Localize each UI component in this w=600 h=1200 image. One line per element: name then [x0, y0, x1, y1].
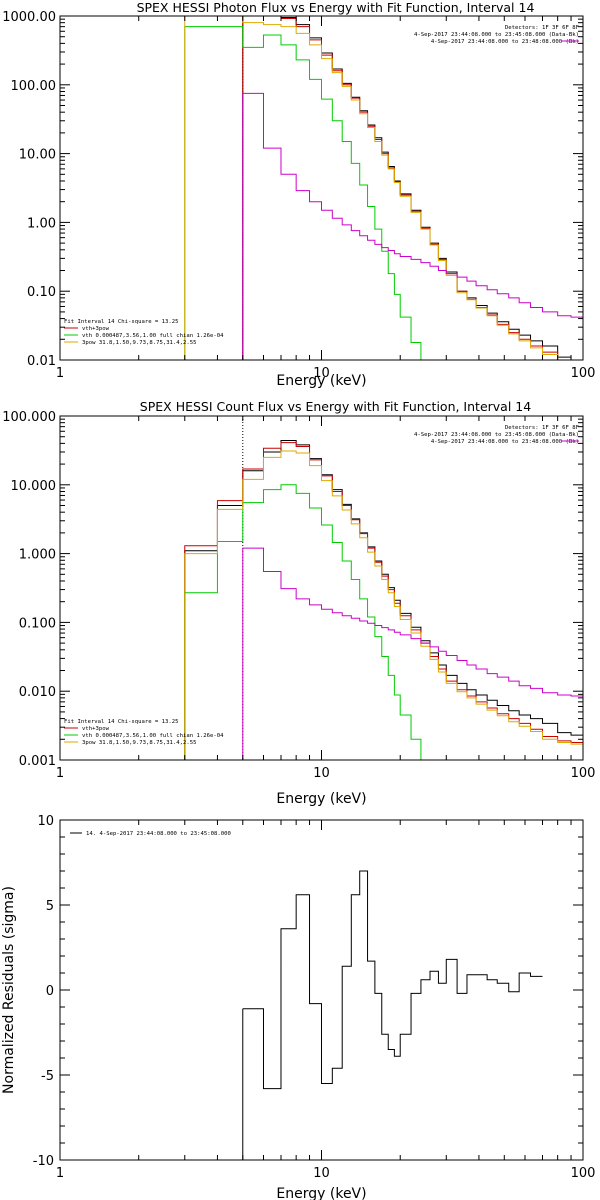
series-line-3pow	[184, 450, 583, 760]
x-axis-label: Energy (keV)	[276, 791, 366, 807]
info-line: Detectors: 1F 3F 6F 8F	[505, 25, 580, 31]
series-line-data-bk	[184, 440, 583, 760]
info-line: 4-Sep-2017 23:44:08.000 to 23:45:08.000 …	[414, 32, 579, 38]
y-axis-label: Normalized Residuals (sigma)	[1, 886, 17, 1094]
series-line-vth-3pow	[242, 16, 583, 360]
y-tick-label: 10.000	[11, 479, 57, 494]
series-line-vth	[184, 484, 422, 760]
info-line: 4-Sep-2017 23:44:08.000 to 23:45:08.000 …	[414, 432, 579, 438]
series-group	[184, 16, 583, 360]
series-line-3pow	[184, 16, 583, 360]
legend-text: 3pow 31.8,1.50,9.73,8.75,31.4,2.55	[82, 740, 197, 746]
info-line: 4-Sep-2017 23:44:08.000 to 23:48:08.000 …	[431, 439, 579, 445]
series-line-14	[242, 870, 543, 1090]
x-tick-label: 1	[56, 766, 64, 781]
y-tick-label: 0.100	[19, 616, 56, 631]
series-line-bk	[242, 547, 583, 760]
x-tick-label: 1	[56, 1166, 64, 1181]
y-tick-label: 0.010	[19, 685, 56, 700]
y-tick-label: 0.001	[19, 754, 56, 769]
legend-text: vth+3pow	[82, 326, 110, 332]
y-tick-label: 1.000	[19, 548, 56, 563]
chart-title: SPEX HESSI Photon Flux vs Energy with Fi…	[137, 0, 535, 15]
x-tick-label: 100	[571, 766, 596, 781]
y-tick-label: -5	[41, 1069, 54, 1084]
series-line-vth-3pow	[184, 442, 583, 760]
series-group	[242, 870, 543, 1090]
chart-panel-1: SPEX HESSI Photon Flux vs Energy with Fi…	[2, 0, 595, 389]
y-tick-label: 0.10	[27, 285, 56, 300]
y-tick-label: 1000.00	[2, 10, 56, 25]
legend-text: Fit Interval 14 Chi-square = 13.25	[64, 319, 179, 325]
y-tick-label: 10	[37, 814, 54, 829]
legend-text: vth+3pow	[82, 726, 110, 732]
axes-frame	[59, 15, 584, 361]
x-axis-label: Energy (keV)	[276, 373, 366, 389]
axes-frame	[59, 819, 584, 1161]
series-line-vth	[184, 26, 422, 360]
x-tick-label: 1	[56, 366, 64, 381]
y-tick-label: -10	[33, 1154, 54, 1169]
series-line-data-bk	[242, 16, 583, 360]
y-tick-label: 0	[46, 984, 54, 999]
x-axis-label: Energy (keV)	[276, 1186, 366, 1200]
y-tick-label: 100.00	[11, 79, 57, 94]
x-tick-label: 10	[313, 366, 330, 381]
legend-text: vth 0.000487,3.56,1.00 full chian 1.26e-…	[82, 733, 224, 739]
series-group	[184, 440, 583, 760]
x-tick-label: 100	[571, 366, 596, 381]
legend-text: 14. 4-Sep-2017 23:44:08.000 to 23:45:08.…	[86, 831, 231, 837]
chart-panel-3: 1 10 100 10 5 0 -5 -10 Energy (keV) Normalized Re…	[1, 814, 595, 1200]
info-line: Detectors: 1F 3F 6F 8F	[505, 425, 580, 431]
info-line: 4-Sep-2017 23:44:08.000 to 23:48:08.000 …	[431, 39, 579, 45]
chart-title: SPEX HESSI Count Flux vs Energy with Fit…	[140, 399, 531, 414]
legend-text: 3pow 31.8,1.50,9.73,8.75,31.4,2.55	[82, 340, 197, 346]
legend-text: Fit Interval 14 Chi-square = 13.25	[64, 719, 179, 725]
legend-text: vth 0.000487,3.56,1.00 full chian 1.26e-…	[82, 333, 224, 339]
y-tick-label: 1.00	[27, 216, 56, 231]
chart-panel-2: SPEX HESSI Count Flux vs Energy with Fit…	[2, 399, 595, 807]
y-tick-label: 0.01	[27, 354, 56, 369]
series-line-bk	[242, 92, 583, 360]
x-tick-label: 100	[571, 1166, 596, 1181]
y-tick-label: 5	[46, 899, 54, 914]
x-tick-label: 10	[313, 1166, 330, 1181]
x-tick-label: 10	[313, 766, 330, 781]
y-tick-label: 10.00	[19, 148, 56, 163]
y-tick-label: 100.000	[2, 410, 56, 425]
